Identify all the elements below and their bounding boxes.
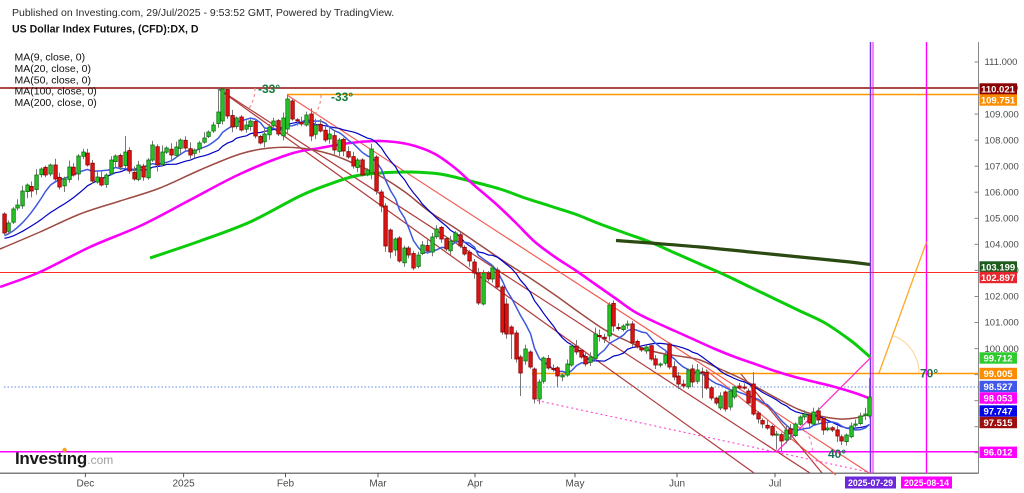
svg-text:US Dollar Index Futures, (CFD): US Dollar Index Futures, (CFD):DX, D	[12, 24, 199, 36]
svg-text:Published on Investing.com, 29: Published on Investing.com, 29/Jul/2025 …	[12, 7, 394, 19]
svg-text:MA(200, close, 0): MA(200, close, 0)	[15, 97, 97, 109]
svg-text:105.000: 105.000	[985, 214, 1019, 225]
svg-text:97.515: 97.515	[983, 418, 1013, 429]
svg-text:109.751: 109.751	[981, 95, 1016, 106]
svg-text:2025-08-14: 2025-08-14	[904, 478, 949, 488]
svg-text:108.000: 108.000	[985, 135, 1019, 146]
svg-text:Jun: Jun	[669, 479, 685, 490]
svg-text:MA(9, close, 0): MA(9, close, 0)	[15, 52, 86, 64]
svg-text:2025: 2025	[172, 479, 195, 490]
svg-text:Dec: Dec	[77, 479, 95, 490]
svg-text:.com: .com	[87, 453, 113, 467]
svg-text:Apr: Apr	[467, 479, 483, 490]
svg-text:Feb: Feb	[277, 479, 295, 490]
svg-text:111.000: 111.000	[985, 57, 1018, 68]
svg-text:Investıng: Investıng	[15, 449, 87, 468]
svg-text:102.897: 102.897	[981, 273, 1015, 284]
svg-text:100.000: 100.000	[985, 344, 1019, 355]
svg-text:-33°: -33°	[258, 82, 280, 96]
svg-text:-33°: -33°	[331, 90, 353, 104]
svg-text:97.747: 97.747	[983, 406, 1012, 417]
svg-text:109.000: 109.000	[985, 109, 1019, 120]
svg-text:MA(50, close, 0): MA(50, close, 0)	[15, 74, 91, 86]
svg-text:98.053: 98.053	[983, 393, 1012, 404]
svg-text:May: May	[566, 479, 585, 490]
svg-text:98.527: 98.527	[983, 382, 1012, 393]
svg-text:110.021: 110.021	[981, 84, 1016, 95]
svg-text:2025-07-29: 2025-07-29	[848, 478, 893, 488]
svg-text:99.005: 99.005	[983, 369, 1013, 380]
svg-text:Mar: Mar	[369, 479, 387, 490]
svg-text:104.000: 104.000	[985, 240, 1019, 251]
svg-text:96.012: 96.012	[983, 448, 1012, 459]
svg-text:40°: 40°	[828, 447, 846, 461]
svg-text:70°: 70°	[920, 367, 938, 381]
svg-text:106.000: 106.000	[985, 187, 1019, 198]
svg-text:Jul: Jul	[769, 479, 782, 490]
svg-text:MA(100, close, 0): MA(100, close, 0)	[15, 86, 97, 98]
svg-text:102.000: 102.000	[985, 292, 1019, 303]
svg-text:101.000: 101.000	[985, 318, 1019, 329]
svg-text:MA(20, close, 0): MA(20, close, 0)	[15, 63, 91, 75]
svg-text:99.712: 99.712	[983, 353, 1012, 364]
svg-text:103.199: 103.199	[981, 262, 1015, 273]
svg-text:107.000: 107.000	[985, 161, 1019, 172]
